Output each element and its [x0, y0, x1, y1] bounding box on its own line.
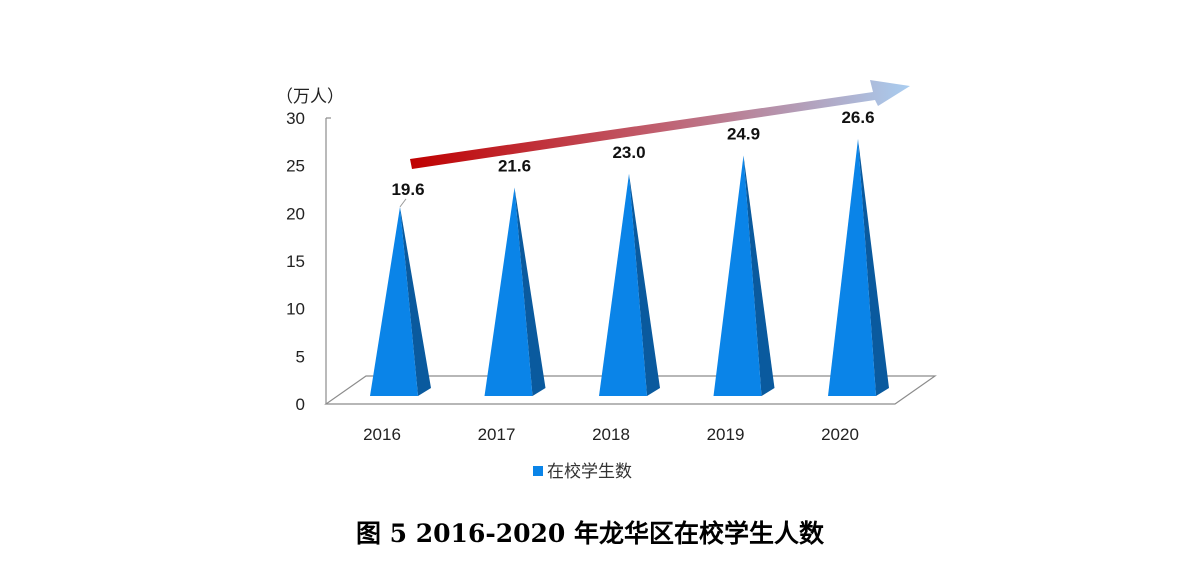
cone-bar-2016 — [370, 206, 431, 396]
x-tick-label: 2017 — [478, 425, 516, 444]
x-tick-label: 2016 — [363, 425, 401, 444]
cone-bar-2018 — [599, 173, 660, 396]
legend-label: 在校学生数 — [547, 462, 632, 481]
cone-side — [514, 187, 546, 396]
y-tick-label: 25 — [286, 157, 305, 176]
cone-front — [828, 138, 876, 397]
y-tick-label: 5 — [296, 347, 305, 366]
cone-side — [400, 206, 431, 396]
data-label: 24.9 — [727, 124, 760, 143]
x-tick-label: 2018 — [592, 425, 630, 444]
y-tick-label: 0 — [296, 395, 305, 414]
y-tick-label: 10 — [286, 300, 305, 319]
cone-front — [713, 155, 762, 396]
chart: 0 5 10 15 20 25 30 19.6 21.6 23.0 24.9 26.6 2016 20… — [276, 80, 937, 481]
data-label-leader — [399, 198, 407, 208]
data-label: 23.0 — [612, 143, 645, 162]
y-axis-label: （万人） — [276, 87, 344, 106]
cone-bar-2020 — [828, 138, 889, 397]
cone-bar-2019 — [713, 155, 775, 396]
figure-caption: 图 5 2016-2020 年龙华区在校学生人数 — [355, 519, 825, 548]
cone-bar-2017 — [484, 187, 546, 396]
y-tick-label: 15 — [286, 252, 305, 271]
cone-front — [370, 206, 418, 396]
data-label: 19.6 — [391, 180, 424, 199]
cone-front — [484, 187, 533, 396]
cone-front — [599, 173, 647, 396]
data-label: 21.6 — [498, 156, 531, 175]
trend-arrow — [410, 80, 910, 169]
legend-swatch — [533, 466, 543, 476]
chart-floor — [324, 375, 937, 405]
y-tick-label: 20 — [286, 204, 305, 223]
cone-side — [629, 173, 660, 396]
x-tick-label: 2020 — [821, 425, 859, 444]
y-tick-label: 30 — [286, 109, 305, 128]
x-tick-label: 2019 — [707, 425, 745, 444]
cone-side — [743, 155, 775, 396]
cone-side — [858, 138, 889, 397]
data-label: 26.6 — [841, 108, 874, 127]
